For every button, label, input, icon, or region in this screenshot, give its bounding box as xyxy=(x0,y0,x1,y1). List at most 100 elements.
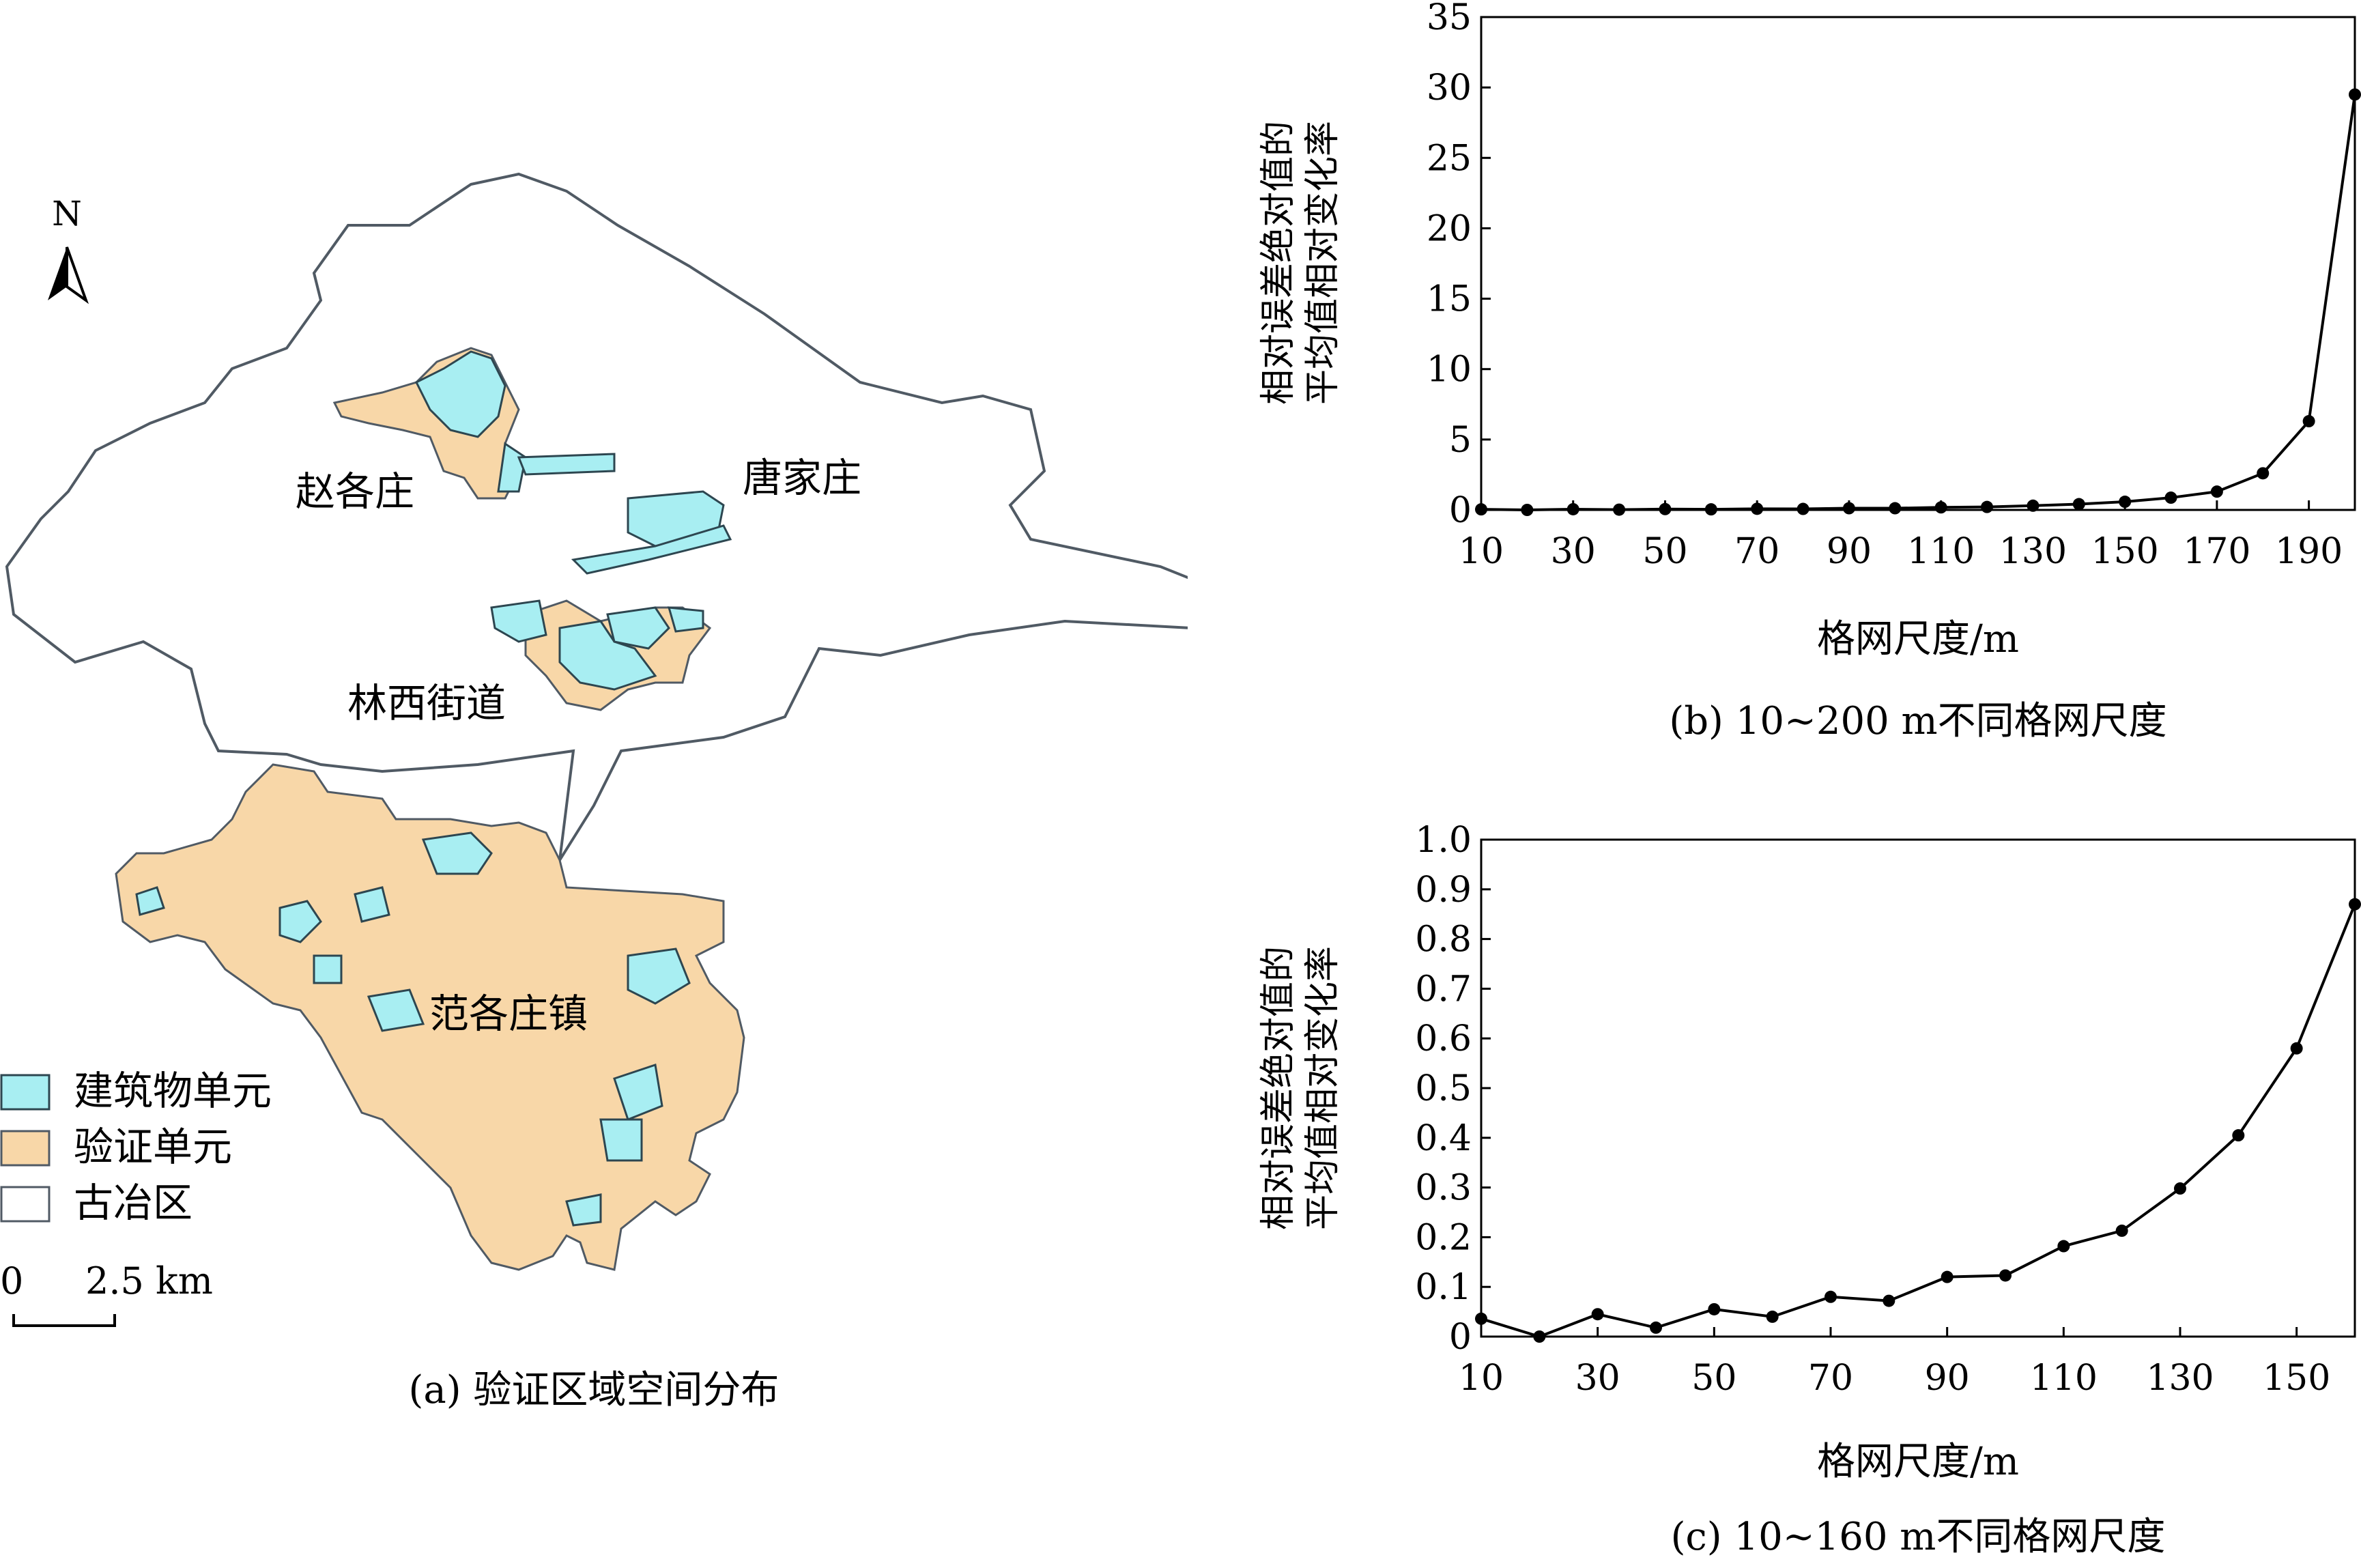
district-boundary xyxy=(5,172,1197,861)
chart-b-ytick-label: 15 xyxy=(1427,279,1472,320)
scale-bar: 0 2.5 km xyxy=(0,1259,213,1327)
chart-c-data-point xyxy=(2349,898,2361,911)
legend-label-verification: 验证单元 xyxy=(74,1124,232,1170)
chart-b-ytick-label: 30 xyxy=(1427,68,1472,109)
chart-b-data-point xyxy=(2119,496,2132,509)
chart-b-xlabel: 格网尺度/m xyxy=(1817,617,2019,661)
chart-b-ytick-label: 10 xyxy=(1427,350,1472,390)
chart-c-data-point xyxy=(1650,1321,1662,1334)
scale-zero: 0 xyxy=(0,1259,23,1302)
chart-b-data-point xyxy=(1797,502,1809,515)
chart-b-xtick-label: 30 xyxy=(1551,531,1596,572)
chart-b-data-point xyxy=(2302,415,2315,428)
chart-b-series-line xyxy=(1480,94,2356,512)
chart-b-data-point xyxy=(1934,501,1947,514)
legend-label-district: 古冶区 xyxy=(74,1180,192,1226)
chart-c-ytick-label: 0.9 xyxy=(1415,870,1472,911)
chart-c-caption: (c) 10~160 m不同格网尺度 xyxy=(1671,1515,2166,1559)
chart-c-data-point xyxy=(1825,1290,1837,1303)
chart-c-ytick-label: 0.2 xyxy=(1415,1217,1472,1258)
chart-b-data-point xyxy=(1566,502,1579,515)
chart-b-xtick-label: 110 xyxy=(1907,531,1975,572)
chart-b-ytick-label: 20 xyxy=(1427,208,1472,249)
chart-b-svg: 0 5 10 15 20 25 30 35 10 30 50 70 90 110 130 150 170 190… xyxy=(1258,0,2361,743)
chart-c-frame xyxy=(1480,838,2356,1338)
chart-c-ytick-label: 0.8 xyxy=(1415,920,1472,960)
chart-b-ylabel-line1: 相对误差绝对值的 xyxy=(1258,121,1299,405)
chart-b-data-point xyxy=(1521,504,1534,516)
chart-c-xtick-label: 150 xyxy=(2263,1358,2330,1399)
scale-label: 2.5 km xyxy=(85,1259,213,1302)
region-label-zhaogezhuang: 赵各庄 xyxy=(296,468,414,515)
chart-b-data-point xyxy=(2257,467,2270,480)
chart-b-data-point xyxy=(1842,502,1855,515)
chart-b-ytick-label: 0 xyxy=(1449,490,1472,531)
chart-b-data-point xyxy=(1889,502,1902,515)
chart-c-ytick-label: 0.3 xyxy=(1415,1168,1472,1209)
chart-c-ytick-label: 0.6 xyxy=(1415,1018,1472,1059)
chart-c-xtick-label: 130 xyxy=(2146,1358,2214,1399)
verification-area-fangezhuang xyxy=(115,763,745,1271)
map-panel: N 赵 xyxy=(0,172,1197,1412)
chart-b-xtick-label: 70 xyxy=(1734,531,1779,572)
chart-c-data-point xyxy=(2174,1182,2186,1195)
chart-c-data-point xyxy=(2115,1224,2128,1237)
map-legend: 建筑物单元 验证单元 古冶区 xyxy=(0,1068,272,1226)
chart-b-xtick-label: 10 xyxy=(1459,531,1504,572)
chart-b-data-point xyxy=(1704,503,1717,516)
chart-b-data-point xyxy=(2210,485,2223,498)
chart-b-data-point xyxy=(2349,88,2361,101)
chart-b-frame xyxy=(1480,16,2356,511)
chart-c-ytick-label: 0.1 xyxy=(1415,1267,1472,1308)
chart-c-xtick-label: 90 xyxy=(1925,1358,1970,1399)
chart-c-data-point xyxy=(2232,1129,2245,1142)
chart-b-data-point xyxy=(1751,502,1764,515)
chart-b-data-point xyxy=(1613,503,1626,516)
chart-b-xtick-label: 90 xyxy=(1827,531,1872,572)
chart-c-data-point xyxy=(1591,1308,1604,1321)
north-label: N xyxy=(52,194,82,233)
chart-c-svg: 0 0.1 0.2 0.3 0.4 0.5 0.6 0.7 0.8 0.9 1.0 10 30 50 70… xyxy=(1258,820,2361,1559)
chart-b-data-point xyxy=(1981,500,1994,513)
chart-c-xtick-label: 30 xyxy=(1575,1358,1620,1399)
chart-c-data-point xyxy=(1533,1330,1546,1343)
chart-c-xtick-label: 50 xyxy=(1691,1358,1736,1399)
chart-c-ytick-label: 0 xyxy=(1449,1317,1472,1358)
north-arrow-icon xyxy=(48,246,89,304)
chart-c-data-point xyxy=(1883,1294,1895,1307)
chart-c-ylabel-line2: 平均值相对变化率 xyxy=(1302,946,1343,1230)
chart-b-xtick-label: 50 xyxy=(1642,531,1687,572)
building-units xyxy=(135,350,732,1227)
chart-c-xtick-label: 70 xyxy=(1808,1358,1853,1399)
chart-b-xtick-label: 150 xyxy=(2091,531,2159,572)
chart-b-xtick-label: 170 xyxy=(2183,531,2250,572)
chart-b-data-point xyxy=(1659,502,1672,515)
chart-c-data-point xyxy=(2057,1240,2070,1253)
chart-c-data-point xyxy=(1999,1269,2012,1282)
chart-c-ytick-label: 0.7 xyxy=(1415,969,1472,1010)
chart-b-panel: 0 5 10 15 20 25 30 35 10 30 50 70 90 110 130 150 170 190… xyxy=(1229,0,2361,765)
chart-b-ytick-label: 5 xyxy=(1449,420,1472,461)
chart-c-data-point xyxy=(2290,1042,2303,1055)
region-label-tangjiazhuang: 唐家庄 xyxy=(743,455,861,501)
chart-c-data-point xyxy=(1475,1312,1487,1325)
chart-b-ylabel-line2: 平均值相对变化率 xyxy=(1302,121,1343,405)
chart-b-xtick-label: 190 xyxy=(2275,531,2343,572)
chart-c-ylabel-line1: 相对误差绝对值的 xyxy=(1258,946,1299,1230)
chart-b-caption: (b) 10~200 m不同格网尺度 xyxy=(1669,699,2166,743)
chart-c-ytick-label: 0.4 xyxy=(1415,1118,1472,1159)
map-caption: (a) 验证区域空间分布 xyxy=(409,1368,779,1412)
legend-swatch-building xyxy=(0,1074,51,1111)
map-svg: N 赵 xyxy=(0,172,1197,1412)
region-label-linxi: 林西街道 xyxy=(347,680,506,726)
legend-label-building: 建筑物单元 xyxy=(74,1068,272,1114)
chart-b-xtick-label: 130 xyxy=(1999,531,2067,572)
chart-c-xlabel: 格网尺度/m xyxy=(1817,1440,2019,1484)
chart-c-xtick-label: 110 xyxy=(2030,1358,2098,1399)
chart-c-data-point xyxy=(1941,1270,1954,1283)
chart-b-ytick-label: 25 xyxy=(1427,138,1472,179)
chart-c-series-line xyxy=(1480,903,2356,1339)
chart-c-data-point xyxy=(1708,1302,1721,1315)
legend-swatch-verification xyxy=(0,1130,51,1167)
chart-c-ytick-label: 0.5 xyxy=(1415,1068,1472,1109)
